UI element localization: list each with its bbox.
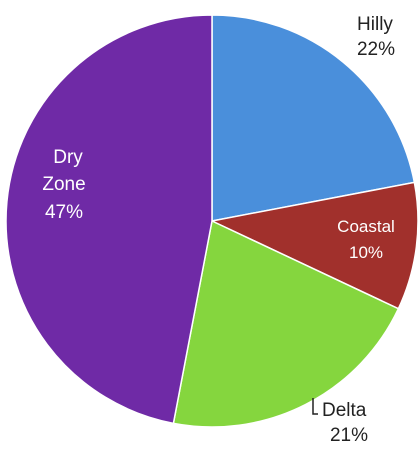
pie-slice-delta (172, 219, 400, 428)
pie-slice-dry-zone (5, 14, 213, 425)
pct-delta: 21% (330, 425, 368, 446)
labels-layer: Hilly 22% Coastal 10% Delta 21% Dry Zone… (42, 14, 395, 446)
pie-slice-coastal (209, 181, 419, 310)
slices-layer (5, 14, 419, 428)
pct-dry-zone: 47% (45, 202, 83, 223)
label-dry-line-2: Zone (42, 174, 85, 195)
pct-hilly: 22% (357, 39, 395, 60)
pie-slice-hilly (211, 14, 416, 222)
label-delta: Delta (322, 400, 367, 421)
label-dry-line-1: Dry (53, 147, 83, 168)
label-hilly: Hilly (357, 14, 393, 35)
delta-leader-line (312, 398, 318, 415)
label-coastal: Coastal (337, 217, 395, 236)
pct-coastal: 10% (349, 243, 383, 262)
